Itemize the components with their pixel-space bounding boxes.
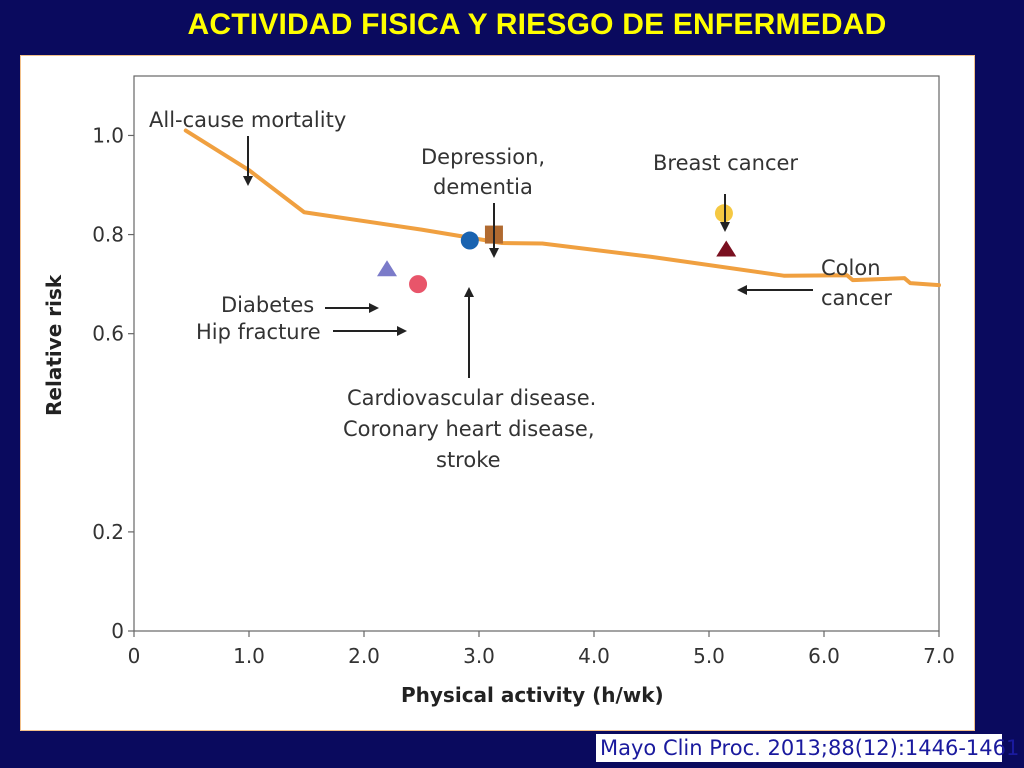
x-tick-label: 7.0 — [923, 644, 955, 668]
plot-frame — [133, 75, 940, 632]
point-breast-cancer — [714, 204, 733, 223]
y-tick-label: 0 — [111, 619, 124, 643]
x-tick-label: 2.0 — [348, 644, 380, 668]
x-tick-label: 4.0 — [578, 644, 610, 668]
chart-panel: 0 1.0 2.0 3.0 4.0 5.0 6.0 7.0 0 0.2 0.6 0.8 1.0 Phys… — [20, 55, 975, 731]
annotation-colon-1: Colon — [821, 256, 881, 280]
axis-ticks: 0 1.0 2.0 3.0 4.0 5.0 6.0 7.0 0 0.2 0.6 0.8 1.0 — [92, 123, 955, 668]
annotation-hip: Hip fracture — [196, 320, 321, 344]
x-tick-label: 0 — [128, 644, 141, 668]
annotation-depression-2: dementia — [433, 175, 533, 199]
y-axis-label: Relative risk — [42, 274, 66, 416]
x-tick-label: 3.0 — [463, 644, 495, 668]
point-cardiovascular — [460, 231, 479, 250]
annotation-cardio-2: Coronary heart disease, — [343, 417, 595, 441]
points-layer — [377, 204, 737, 294]
point-hip-fracture — [409, 275, 428, 294]
x-tick-label: 5.0 — [693, 644, 725, 668]
point-colon-cancer — [716, 240, 737, 257]
y-tick-label: 0.8 — [92, 223, 124, 247]
annotation-cardio-1: Cardiovascular disease. — [347, 386, 596, 410]
y-tick-label: 1.0 — [92, 123, 124, 147]
annotation-cardio-3: stroke — [436, 448, 501, 472]
annotation-diabetes: Diabetes — [221, 293, 314, 317]
series-line-all-cause-mortality — [183, 128, 941, 288]
x-tick-label: 6.0 — [808, 644, 840, 668]
series-layer — [183, 128, 941, 288]
x-tick-label: 1.0 — [233, 644, 265, 668]
annotation-breast: Breast cancer — [653, 151, 798, 175]
annotation-colon-2: cancer — [821, 286, 892, 310]
citation: Mayo Clin Proc. 2013;88(12):1446-1461 — [596, 734, 1019, 762]
annotation-depression-1: Depression, — [421, 145, 545, 169]
annotation-all-cause: All-cause mortality — [149, 108, 346, 132]
relative-risk-chart: 0 1.0 2.0 3.0 4.0 5.0 6.0 7.0 0 0.2 0.6 0.8 1.0 Phys… — [42, 75, 955, 707]
x-axis-label: Physical activity (h/wk) — [401, 683, 664, 707]
point-diabetes — [377, 260, 397, 277]
y-tick-label: 0.6 — [92, 322, 124, 346]
slide-title: ACTIVIDAD FISICA Y RIESGO DE ENFERMEDAD — [187, 8, 887, 41]
y-tick-label: 0.2 — [92, 520, 124, 544]
